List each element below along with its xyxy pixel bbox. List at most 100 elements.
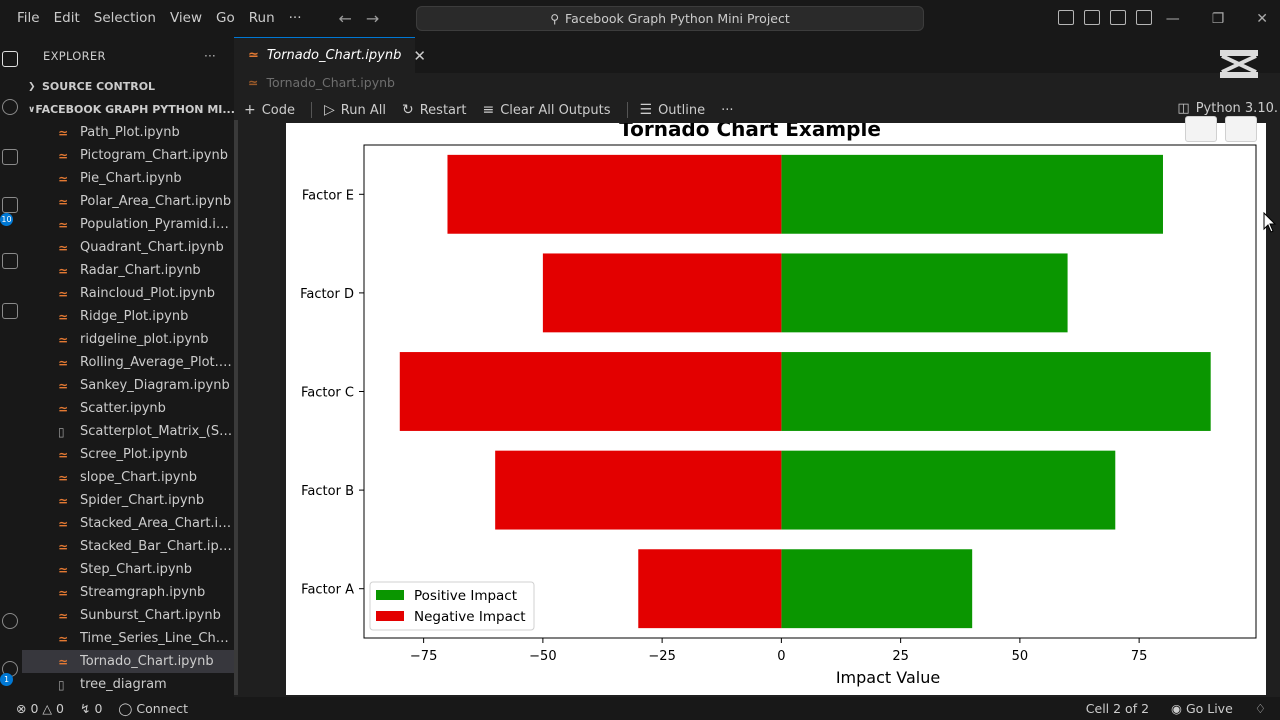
- nav-arrows: ← →: [339, 9, 380, 28]
- file-item[interactable]: ≃ Radar_Chart.ipynb: [22, 259, 234, 282]
- add-code-button[interactable]: + Code: [244, 102, 295, 118]
- close-window-icon[interactable]: ✕: [1256, 10, 1268, 27]
- save-output-icon[interactable]: [1225, 116, 1257, 142]
- menu-go[interactable]: Go: [216, 10, 235, 26]
- jupyter-icon: ≃: [58, 217, 69, 232]
- file-item[interactable]: ≃ Stacked_Area_Chart.ipy...: [22, 512, 234, 535]
- project-section[interactable]: ∨ FACEBOOK GRAPH PYTHON MI...: [22, 98, 234, 121]
- problems-indicator[interactable]: ⊗ 0 △ 0: [16, 701, 64, 716]
- capcut-logo-icon: [1220, 50, 1258, 78]
- restore-icon[interactable]: ❐: [1211, 10, 1225, 27]
- file-item[interactable]: ≃ Raincloud_Plot.ipynb: [22, 282, 234, 305]
- database-icon: ◯: [118, 701, 133, 716]
- file-item[interactable]: ≃ ridgeline_plot.ipynb: [22, 328, 234, 351]
- menu-selection[interactable]: Selection: [93, 10, 156, 26]
- toggle-secondary-sidebar-icon[interactable]: [1110, 10, 1126, 25]
- testing-icon[interactable]: [2, 253, 18, 269]
- menu-more[interactable]: ···: [288, 10, 302, 26]
- sidebar-scrollbar[interactable]: [234, 120, 238, 695]
- file-item[interactable]: ▯ Scatterplot_Matrix_(SPL...: [22, 420, 234, 443]
- notifications-bell-icon[interactable]: ♢: [1254, 701, 1266, 716]
- chevron-right-icon: ❯: [28, 81, 36, 92]
- minimize-icon[interactable]: —: [1165, 10, 1180, 27]
- jupyter-icon: ≃: [58, 562, 69, 577]
- positive-bar: [781, 154, 1163, 234]
- file-item[interactable]: ≃ Streamgraph.ipynb: [22, 581, 234, 604]
- customize-layout-icon[interactable]: [1136, 10, 1152, 25]
- file-item[interactable]: ≃ Sankey_Diagram.ipynb: [22, 374, 234, 397]
- file-item[interactable]: ≃ Polar_Area_Chart.ipynb: [22, 190, 234, 213]
- outline-icon: ☰: [639, 102, 653, 118]
- file-item[interactable]: ≃ Stacked_Bar_Chart.ipynb: [22, 535, 234, 558]
- file-item[interactable]: ≃ Path_Plot.ipynb: [22, 121, 234, 144]
- search-view-icon[interactable]: [2, 99, 18, 115]
- file-item[interactable]: ≃ Spider_Chart.ipynb: [22, 489, 234, 512]
- source-control-section[interactable]: ❯ SOURCE CONTROL: [22, 75, 234, 98]
- warning-icon: △: [42, 701, 53, 716]
- jupyter-icon: ≃: [58, 194, 69, 209]
- explorer-more-button[interactable]: ···: [204, 49, 216, 63]
- file-item[interactable]: ≃ Pie_Chart.ipynb: [22, 167, 234, 190]
- y-tick-label: Factor D: [300, 287, 354, 302]
- file-item[interactable]: ≃ Scree_Plot.ipynb: [22, 443, 234, 466]
- file-item[interactable]: ≃ Scatter.ipynb: [22, 397, 234, 420]
- x-tick-label: 0: [777, 649, 785, 664]
- kernel-picker[interactable]: ◫ Python 3.10.: [1177, 101, 1278, 116]
- back-arrow-icon[interactable]: ←: [338, 9, 352, 28]
- explorer-icon[interactable]: [2, 51, 18, 67]
- warning-count: 0: [56, 701, 64, 716]
- command-center-search[interactable]: ⚲ Facebook Graph Python Mini Project: [416, 6, 924, 31]
- copy-output-icon[interactable]: [1185, 116, 1217, 142]
- file-item[interactable]: ≃ Pictogram_Chart.ipynb: [22, 144, 234, 167]
- file-item[interactable]: ≃ Step_Chart.ipynb: [22, 558, 234, 581]
- restart-button[interactable]: ↻ Restart: [402, 102, 466, 118]
- extensions-badge: 10: [0, 213, 13, 226]
- toggle-sidebar-icon[interactable]: [1058, 10, 1074, 25]
- run-all-button[interactable]: ▷ Run All: [324, 102, 386, 118]
- file-name: Sunburst_Chart.ipynb: [80, 608, 221, 623]
- y-tick-label: Factor A: [301, 583, 354, 598]
- forward-arrow-icon[interactable]: →: [365, 9, 380, 28]
- file-item[interactable]: ≃ Ridge_Plot.ipynb: [22, 305, 234, 328]
- file-item[interactable]: ≃ Sunburst_Chart.ipynb: [22, 604, 234, 627]
- extensions-icon[interactable]: [2, 197, 18, 213]
- file-name: Scatter.ipynb: [80, 401, 166, 416]
- file-name: Scree_Plot.ipynb: [80, 447, 188, 462]
- file-item[interactable]: ≃ Quadrant_Chart.ipynb: [22, 236, 234, 259]
- status-bar: ⊗ 0 △ 0 ↯ 0 ◯ Connect Cell 2 of 2 ◉ Go L…: [0, 697, 1280, 720]
- ports-indicator[interactable]: ↯ 0: [80, 701, 102, 716]
- cell-position[interactable]: Cell 2 of 2: [1085, 701, 1150, 716]
- window-controls: — ❐ ✕: [1166, 0, 1268, 37]
- file-name: Streamgraph.ipynb: [80, 585, 206, 600]
- toolbar-more-button[interactable]: ···: [721, 102, 734, 118]
- menu-view[interactable]: View: [169, 10, 203, 26]
- outline-button[interactable]: ☰ Outline: [640, 102, 706, 118]
- connect-button[interactable]: ◯ Connect: [118, 701, 188, 716]
- positive-bar: [781, 352, 1211, 431]
- jupyter-icon: ≃: [58, 608, 69, 623]
- go-live-button[interactable]: ◉ Go Live: [1171, 701, 1233, 716]
- run-debug-icon[interactable]: [2, 149, 18, 165]
- run-all-label: Run All: [340, 102, 386, 118]
- file-name: Ridge_Plot.ipynb: [80, 309, 189, 324]
- error-count: 0: [30, 701, 39, 716]
- close-icon[interactable]: ✕: [413, 46, 426, 65]
- y-tick-label: Factor C: [301, 386, 354, 401]
- accounts-icon[interactable]: [2, 613, 18, 629]
- toggle-panel-icon[interactable]: [1084, 10, 1100, 25]
- project-label: FACEBOOK GRAPH PYTHON MI...: [35, 103, 234, 116]
- tab-tornado-chart[interactable]: ≃ Tornado_Chart.ipynb ✕: [234, 37, 426, 73]
- menu-edit[interactable]: Edit: [53, 10, 80, 26]
- file-item[interactable]: ≃ slope_Chart.ipynb: [22, 466, 234, 489]
- menu-run[interactable]: Run: [248, 10, 275, 26]
- file-item[interactable]: ≃ Rolling_Average_Plot.ip...: [22, 351, 234, 374]
- clear-outputs-button[interactable]: ≡ Clear All Outputs: [482, 102, 610, 118]
- file-item[interactable]: ≃ Tornado_Chart.ipynb: [22, 650, 234, 673]
- file-item[interactable]: ▯ tree_diagram: [22, 673, 234, 696]
- add-code-label: Code: [261, 102, 296, 118]
- notebook-icon[interactable]: [2, 303, 18, 319]
- file-item[interactable]: ≃ Time_Series_Line_Chart....: [22, 627, 234, 650]
- menu-file[interactable]: File: [17, 10, 40, 26]
- breadcrumb[interactable]: ≃ Tornado_Chart.ipynb: [248, 75, 395, 90]
- file-item[interactable]: ≃ Population_Pyramid.ipy...: [22, 213, 234, 236]
